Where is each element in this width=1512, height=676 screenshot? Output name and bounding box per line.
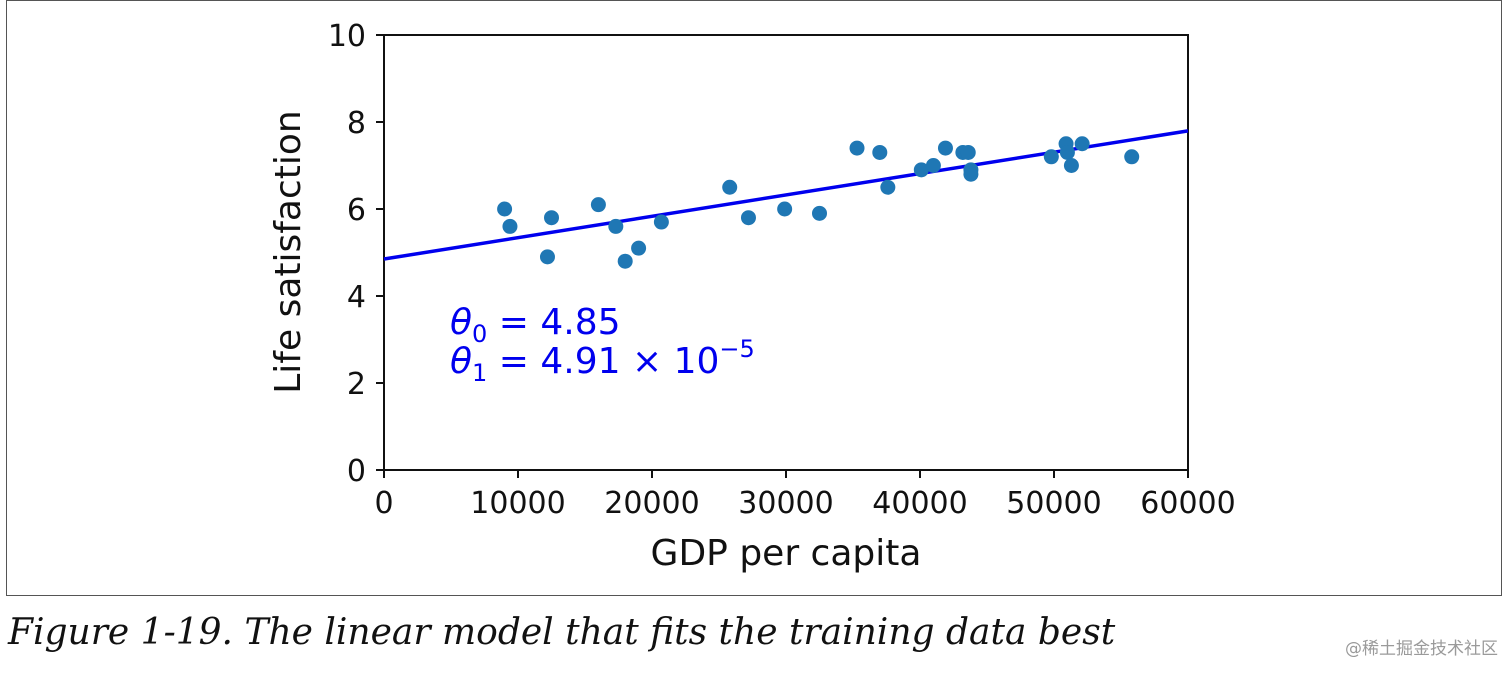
data-point (590, 197, 606, 213)
data-point (653, 214, 669, 230)
theta0-symbol: θ (450, 302, 472, 343)
y-tick-label: 6 (347, 193, 366, 228)
watermark: @稀土掘金技术社区 (1345, 639, 1498, 659)
y-tick-label: 0 (347, 454, 366, 489)
data-point (502, 218, 518, 234)
data-point (913, 162, 929, 178)
data-point (937, 140, 953, 156)
data-point (544, 210, 559, 226)
x-tick-label: 10000 (470, 486, 565, 521)
data-point (872, 144, 888, 160)
data-point (849, 140, 865, 156)
data-point (740, 210, 756, 226)
theta1-symbol: θ (450, 341, 472, 382)
data-point (722, 179, 738, 195)
data-point (497, 201, 513, 217)
y-axis-label: Life satisfaction (268, 110, 309, 394)
theta1-exponent: −5 (719, 335, 754, 363)
x-axis-label: GDP per capita (651, 533, 922, 574)
theta1-annotation: θ1 = 4.91 × 10−5 (450, 335, 755, 387)
y-tick-label: 2 (347, 367, 366, 402)
data-points (497, 136, 1140, 269)
x-tick-label: 40000 (872, 486, 967, 521)
y-tick-label: 4 (347, 280, 366, 315)
x-tick-label: 60000 (1140, 486, 1235, 521)
x-tick-label: 50000 (1006, 486, 1101, 521)
data-point (539, 249, 555, 265)
data-point (925, 158, 941, 173)
data-point (960, 144, 976, 160)
data-point (812, 205, 827, 221)
theta0-subscript: 0 (472, 320, 487, 348)
data-point (608, 218, 624, 234)
figure-frame (6, 0, 1502, 596)
theta1-value: = 4.91 × 10 (487, 341, 719, 382)
figure-caption: Figure 1-19. The linear model that fits … (8, 612, 1116, 653)
data-point (880, 179, 896, 195)
plot-frame (383, 34, 1189, 471)
theta0-value: = 4.85 (487, 302, 620, 343)
x-tick-label: 30000 (738, 486, 833, 521)
theta1-subscript: 1 (472, 359, 487, 387)
x-tick-label: 20000 (604, 486, 699, 521)
y-tick-label: 8 (347, 106, 366, 141)
data-point (1074, 136, 1090, 152)
data-point (1063, 158, 1079, 173)
data-point (631, 240, 647, 256)
data-point (1059, 144, 1075, 160)
theta0-annotation: θ0 = 4.85 (450, 302, 621, 348)
x-tick-label: 0 (374, 486, 393, 521)
data-point (963, 166, 979, 182)
y-tick-label: 10 (328, 19, 366, 54)
data-point (1043, 149, 1059, 165)
data-point (1124, 149, 1140, 165)
data-point (777, 201, 793, 217)
data-point (617, 253, 633, 269)
plot-area (383, 34, 1189, 471)
